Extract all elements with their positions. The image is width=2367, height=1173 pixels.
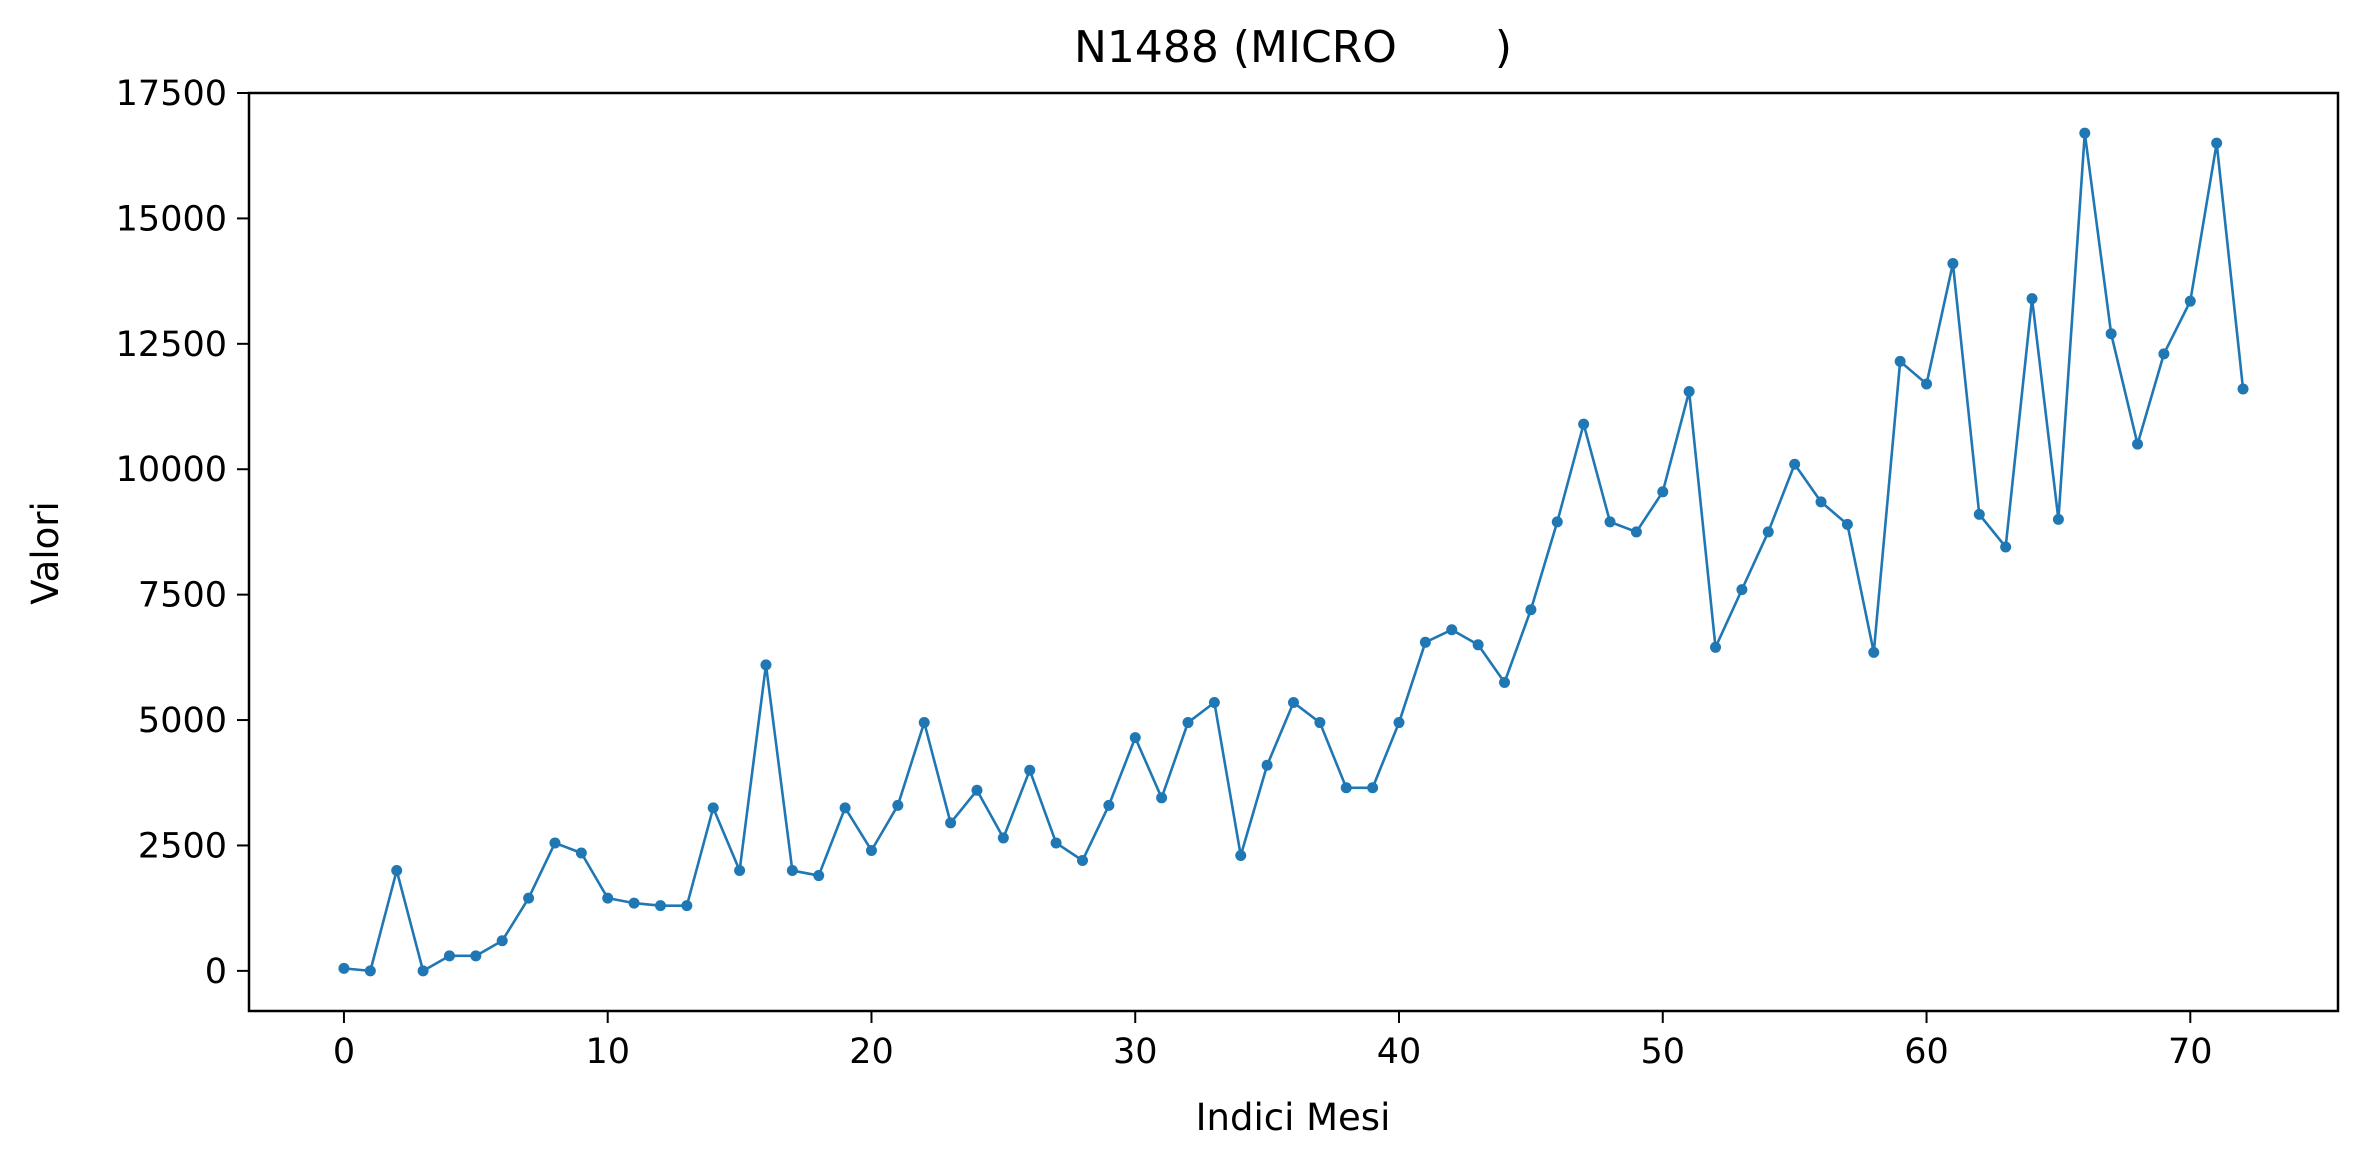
- data-point: [839, 802, 851, 814]
- x-tick-label: 0: [333, 1032, 355, 1072]
- data-point: [1076, 855, 1088, 867]
- chart-title: N1488 (MICRO ): [1074, 22, 1512, 73]
- data-point: [1235, 849, 1247, 861]
- data-point: [549, 837, 561, 849]
- data-point: [1894, 355, 1906, 367]
- data-point: [892, 799, 904, 811]
- data-point: [681, 900, 693, 912]
- data-point: [470, 950, 482, 962]
- data-point: [1182, 717, 1194, 729]
- data-point: [338, 962, 350, 974]
- data-point: [997, 832, 1009, 844]
- data-point: [918, 717, 930, 729]
- y-tick-label: 7500: [138, 576, 227, 616]
- data-point: [1657, 486, 1669, 498]
- x-tick-label: 30: [1113, 1032, 1158, 1072]
- data-point: [1578, 418, 1590, 430]
- data-point: [1446, 624, 1458, 636]
- data-point: [1129, 732, 1141, 744]
- data-point: [654, 900, 666, 912]
- data-point: [1868, 646, 1880, 658]
- data-point: [602, 892, 614, 904]
- plot-frame: [247, 91, 2340, 1013]
- data-point: [2158, 348, 2170, 360]
- data-point: [443, 950, 455, 962]
- data-point: [1710, 641, 1722, 653]
- x-tick-label: 70: [2168, 1032, 2213, 1072]
- data-point: [786, 865, 798, 877]
- data-point: [364, 965, 376, 977]
- data-point: [945, 817, 957, 829]
- data-point: [1367, 782, 1379, 794]
- data-point: [1789, 458, 1801, 470]
- data-point: [417, 965, 429, 977]
- data-point: [707, 802, 719, 814]
- data-point: [1419, 636, 1431, 648]
- x-tick-label: 60: [1904, 1032, 1949, 1072]
- x-tick-label: 50: [1640, 1032, 1685, 1072]
- data-point: [1472, 639, 1484, 651]
- y-tick-label: 2500: [138, 826, 227, 866]
- data-point: [865, 844, 877, 856]
- data-point: [760, 659, 772, 671]
- data-point: [1525, 604, 1537, 616]
- data-point: [628, 897, 640, 909]
- y-tick-label: 17500: [116, 74, 227, 114]
- data-point: [2105, 328, 2117, 340]
- data-point: [1314, 717, 1326, 729]
- data-point: [1736, 584, 1748, 596]
- data-point: [496, 935, 508, 947]
- ticks-layer: 0 10 20 30 40 50 60 70 0 2500 5000 7500 10000 12500 15…: [116, 74, 2213, 1072]
- data-point: [813, 870, 825, 882]
- data-point: [1156, 792, 1168, 804]
- y-tick-label: 0: [205, 952, 227, 992]
- data-point: [1499, 676, 1511, 688]
- data-point: [1340, 782, 1352, 794]
- x-axis-label: Indici Mesi: [1196, 1096, 1391, 1139]
- data-point: [2000, 541, 2012, 553]
- y-tick-label: 15000: [116, 199, 227, 239]
- data-point: [575, 847, 587, 859]
- data-point: [2132, 438, 2144, 450]
- data-point: [1630, 526, 1642, 538]
- data-point: [2237, 383, 2249, 395]
- y-tick-label: 10000: [116, 450, 227, 490]
- data-point: [2052, 513, 2064, 525]
- data-point: [1815, 496, 1827, 508]
- data-point: [1393, 717, 1405, 729]
- data-point: [1921, 378, 1933, 390]
- data-point: [1947, 258, 1959, 270]
- data-point: [523, 892, 535, 904]
- data-point: [1103, 799, 1115, 811]
- x-tick-label: 20: [849, 1032, 894, 1072]
- y-tick-label: 5000: [138, 701, 227, 741]
- data-point: [391, 865, 403, 877]
- series-layer: [338, 127, 2249, 977]
- y-axis-label: Valori: [24, 501, 67, 605]
- data-point: [1604, 516, 1616, 528]
- data-point: [1208, 696, 1220, 708]
- data-point: [1551, 516, 1563, 528]
- data-point: [971, 784, 983, 796]
- data-point: [2026, 293, 2038, 305]
- data-point: [1762, 526, 1774, 538]
- x-tick-label: 40: [1377, 1032, 1422, 1072]
- data-point: [734, 865, 746, 877]
- x-tick-label: 10: [585, 1032, 630, 1072]
- data-point: [2211, 137, 2223, 149]
- data-point: [2079, 127, 2091, 139]
- y-tick-label: 12500: [116, 325, 227, 365]
- data-point: [1288, 696, 1299, 708]
- data-point: [2184, 295, 2196, 307]
- data-point: [1050, 837, 1062, 849]
- data-point: [1261, 759, 1273, 771]
- data-point: [1973, 508, 1985, 520]
- data-point: [1841, 518, 1853, 530]
- data-point: [1024, 764, 1036, 776]
- data-point: [1683, 385, 1695, 397]
